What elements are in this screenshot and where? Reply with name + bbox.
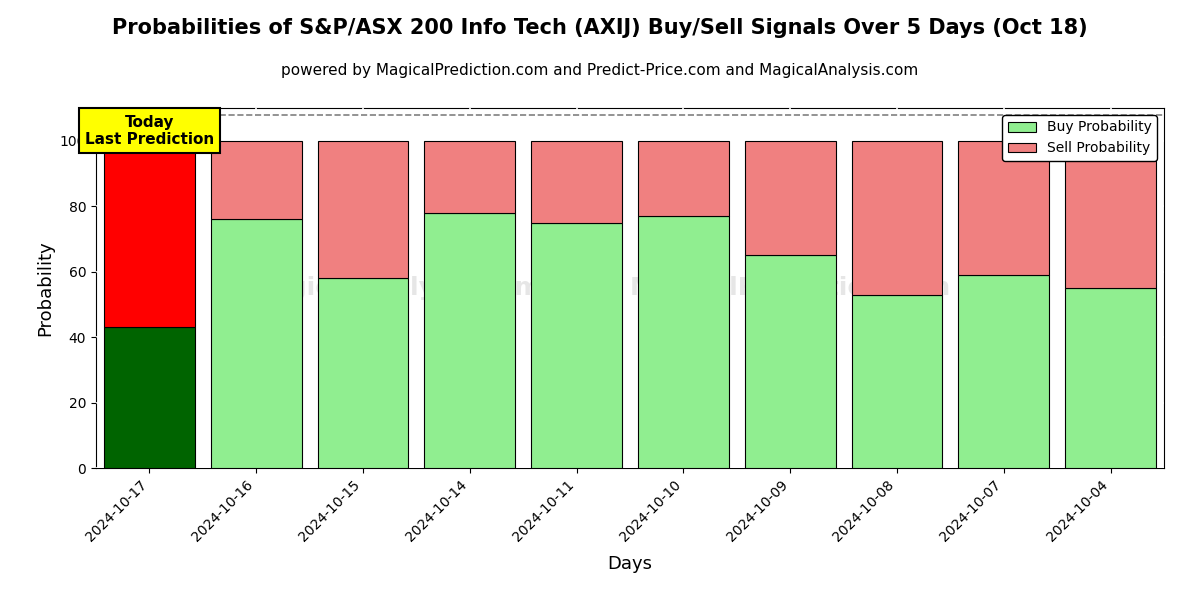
Bar <box>959 141 1049 275</box>
Bar <box>745 255 835 468</box>
Text: MagicalPrediction.com: MagicalPrediction.com <box>630 276 950 300</box>
Y-axis label: Probability: Probability <box>36 240 54 336</box>
Text: Today
Last Prediction: Today Last Prediction <box>85 115 214 147</box>
Bar <box>425 213 515 468</box>
Bar <box>852 141 942 295</box>
Text: powered by MagicalPrediction.com and Predict-Price.com and MagicalAnalysis.com: powered by MagicalPrediction.com and Pre… <box>281 63 919 78</box>
Bar <box>104 141 194 327</box>
Bar <box>104 327 194 468</box>
Text: Probabilities of S&P/ASX 200 Info Tech (AXIJ) Buy/Sell Signals Over 5 Days (Oct : Probabilities of S&P/ASX 200 Info Tech (… <box>112 18 1088 38</box>
Bar <box>425 141 515 213</box>
Bar <box>211 219 301 468</box>
Bar <box>318 141 408 278</box>
Text: MagicalAnalysis.com: MagicalAnalysis.com <box>248 276 542 300</box>
Bar <box>959 275 1049 468</box>
Bar <box>638 216 728 468</box>
Legend: Buy Probability, Sell Probability: Buy Probability, Sell Probability <box>1002 115 1157 161</box>
Bar <box>852 295 942 468</box>
Bar <box>211 141 301 219</box>
Bar <box>1066 141 1156 288</box>
Bar <box>532 223 622 468</box>
Bar <box>638 141 728 216</box>
Bar <box>1066 288 1156 468</box>
Bar <box>318 278 408 468</box>
X-axis label: Days: Days <box>607 556 653 574</box>
Bar <box>532 141 622 223</box>
Bar <box>745 141 835 255</box>
